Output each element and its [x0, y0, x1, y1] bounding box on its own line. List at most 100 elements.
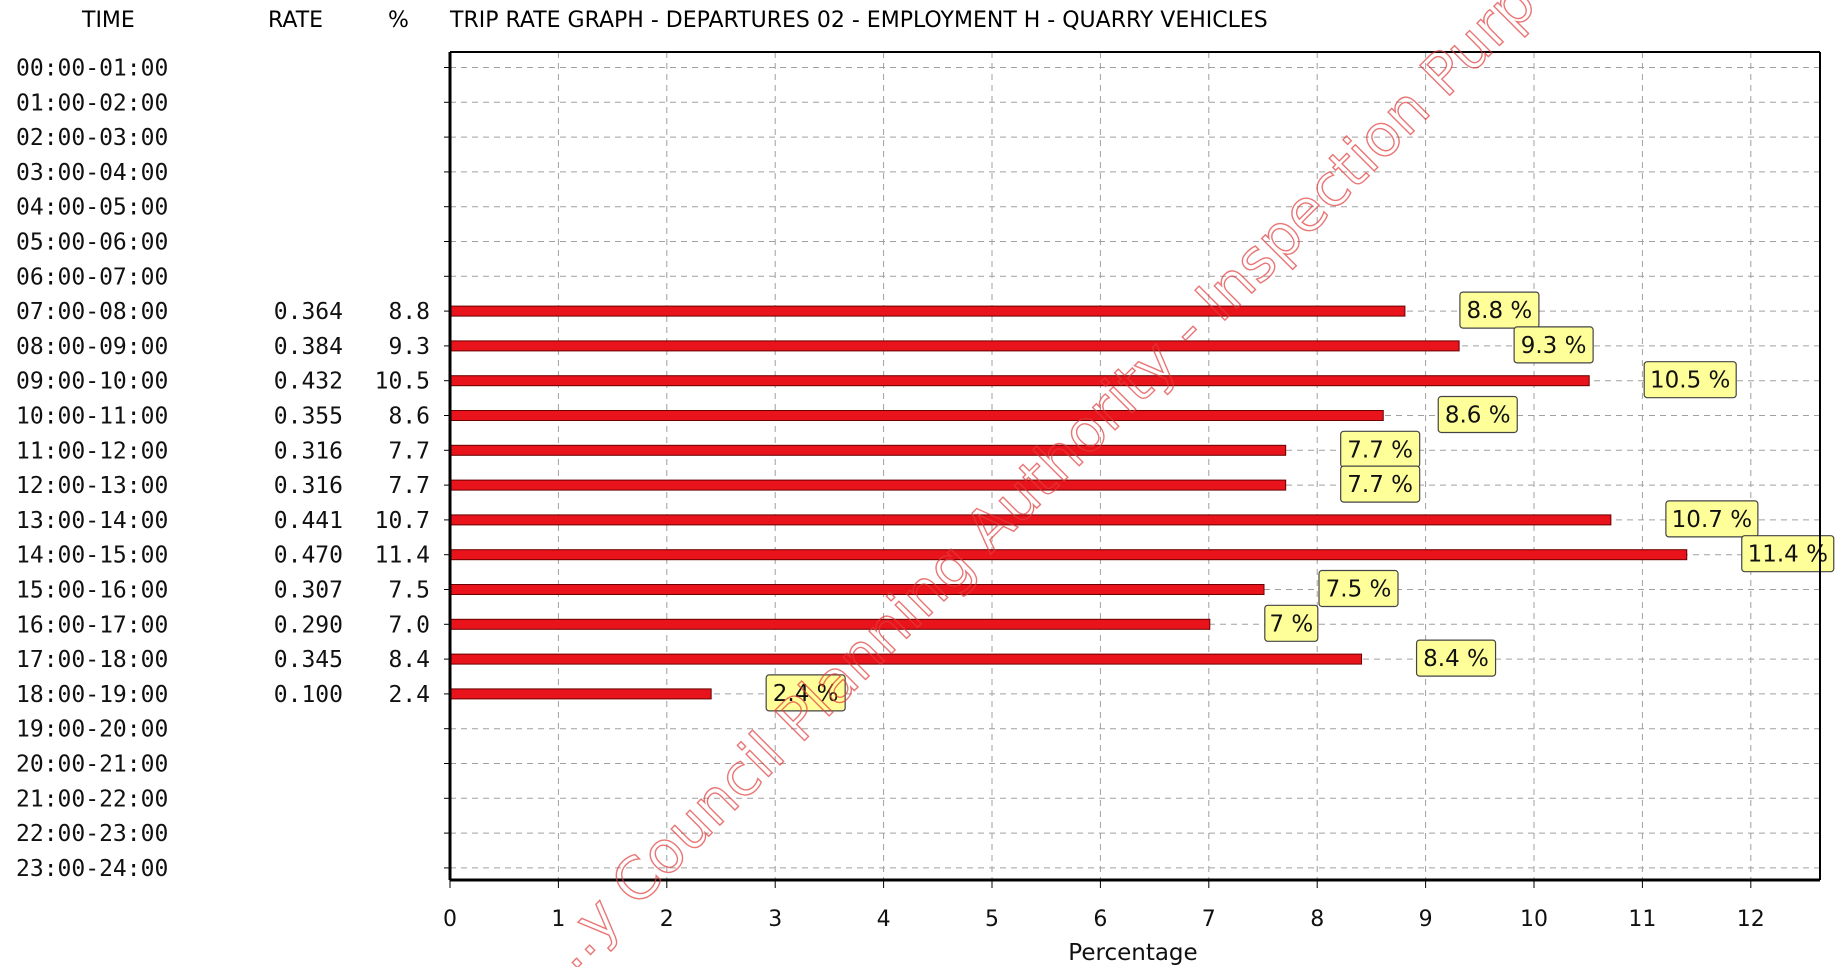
rate-value: 0.290 [274, 612, 343, 638]
x-tick-label: 2 [660, 907, 674, 932]
x-tick-label: 1 [551, 907, 565, 932]
rate-value: 0.364 [274, 299, 343, 325]
rate-value: 0.355 [274, 404, 343, 430]
data-label-box [1665, 500, 1759, 538]
data-label-box [1318, 569, 1399, 608]
rate-value: 0.345 [274, 647, 343, 673]
time-period-label: 01:00-02:00 [16, 90, 168, 116]
data-label: 2.4 % [765, 674, 846, 712]
data-label-text: 8.4 % [1423, 646, 1489, 672]
rate-value: 0.384 [274, 334, 343, 360]
time-period-label: 09:00-10:00 [16, 369, 168, 395]
rate-value: 0.307 [274, 578, 343, 604]
data-label: 10.5 % [1643, 361, 1737, 399]
rate-value: 0.441 [274, 508, 343, 534]
time-period-label: 23:00-24:00 [16, 856, 168, 882]
time-period-label: 00:00-01:00 [16, 56, 168, 82]
percent-value: 8.8 [388, 299, 430, 325]
time-period-label: 07:00-08:00 [16, 299, 168, 325]
percent-column-header: % [388, 8, 409, 33]
data-label-text: 7.5 % [1326, 577, 1392, 603]
time-period-label: 22:00-23:00 [16, 821, 168, 847]
data-label-text: 9.3 % [1521, 333, 1587, 359]
percent-value: 11.4 [375, 543, 430, 569]
x-axis-label: Percentage [1068, 940, 1197, 966]
time-period-label: 02:00-03:00 [16, 125, 168, 151]
x-tick-label: 11 [1628, 907, 1656, 932]
bar [450, 410, 1384, 421]
bar [450, 479, 1287, 491]
bar [450, 584, 1265, 595]
time-period-label: 13:00-14:00 [16, 508, 168, 534]
data-label-text: 2.4 % [773, 681, 839, 707]
data-label-box [1415, 639, 1497, 677]
percent-value: 7.7 [388, 473, 430, 499]
percent-value: 8.4 [388, 647, 430, 673]
percent-value: 10.7 [375, 508, 430, 534]
table-rows: 00:00-01:00 01:00-02:00 02:00-03:00 03:00-0… [16, 56, 430, 882]
rate-value: 0.316 [274, 473, 343, 499]
bar-series [450, 305, 1688, 700]
time-period-label: 10:00-11:00 [16, 404, 168, 430]
x-tick-label: 5 [985, 907, 999, 932]
data-label-box [1513, 326, 1594, 364]
axes: 0 1 2 3 4 5 6 7 8 9 10 11 12 [443, 51, 1821, 932]
percent-value: 7.5 [388, 578, 430, 604]
time-period-label: 06:00-07:00 [16, 264, 168, 290]
x-tick-label: 8 [1310, 907, 1324, 932]
percent-value: 8.6 [388, 404, 430, 430]
data-label: 10.7 % [1665, 500, 1759, 538]
data-label: 8.8 % [1459, 291, 1540, 329]
data-label-box [1459, 291, 1540, 329]
x-tick-label: 6 [1093, 907, 1107, 932]
data-label-text: 7.7 % [1347, 472, 1413, 498]
time-period-label: 15:00-16:00 [16, 578, 168, 604]
data-label-box [1643, 361, 1737, 399]
x-tick-label: 7 [1202, 907, 1216, 932]
x-tick-label: 4 [877, 907, 891, 932]
rate-value: 0.316 [274, 438, 343, 464]
time-period-label: 11:00-12:00 [16, 438, 168, 464]
x-tick-label: 12 [1737, 907, 1765, 932]
percent-value: 9.3 [388, 334, 430, 360]
percent-value: 7.7 [388, 438, 430, 464]
data-label-box [1264, 604, 1319, 642]
data-label: 8.6 % [1437, 395, 1518, 434]
data-label: 7.7 % [1340, 465, 1421, 503]
time-period-label: 14:00-15:00 [16, 543, 168, 569]
time-period-label: 16:00-17:00 [16, 612, 168, 638]
percent-value: 10.5 [375, 369, 430, 395]
time-period-label: 20:00-21:00 [16, 752, 168, 778]
bar [450, 375, 1590, 387]
grid-lines [450, 52, 1820, 880]
x-tick-label: 10 [1520, 907, 1548, 932]
percent-value: 2.4 [388, 682, 430, 708]
time-period-label: 21:00-22:00 [16, 786, 168, 812]
bar [450, 444, 1287, 456]
data-label: 11.4 % [1741, 535, 1835, 573]
percent-value: 7.0 [388, 612, 430, 638]
data-label: 9.3 % [1513, 326, 1594, 364]
rate-value: 0.432 [274, 369, 343, 395]
data-label-text: 8.8 % [1467, 298, 1533, 324]
time-column-header: TIME [81, 8, 135, 33]
header-row: TIME RATE % TRIP RATE GRAPH - DEPARTURES… [81, 8, 1268, 33]
time-period-label: 19:00-20:00 [16, 717, 168, 743]
data-label: 7 % [1264, 604, 1319, 642]
time-period-label: 17:00-18:00 [16, 647, 168, 673]
x-tick-label: 0 [443, 907, 457, 932]
bar [450, 305, 1406, 317]
data-label-box [1340, 465, 1421, 503]
time-period-label: 08:00-09:00 [16, 334, 168, 360]
data-label-text: 7.7 % [1347, 437, 1413, 463]
rate-value: 0.100 [274, 682, 343, 708]
data-label-text: 8.6 % [1445, 403, 1511, 429]
time-period-label: 03:00-04:00 [16, 160, 168, 186]
data-label-text: 7 % [1269, 611, 1313, 637]
data-label: 8.4 % [1415, 639, 1497, 677]
x-tick-label: 3 [768, 907, 782, 932]
bar [450, 618, 1211, 630]
time-period-label: 12:00-13:00 [16, 473, 168, 499]
data-labels: 8.8 % 9.3 % 10.5 % 8.6 % 7.7 % 7.7 % 10.7 % 11.… [765, 291, 1835, 712]
